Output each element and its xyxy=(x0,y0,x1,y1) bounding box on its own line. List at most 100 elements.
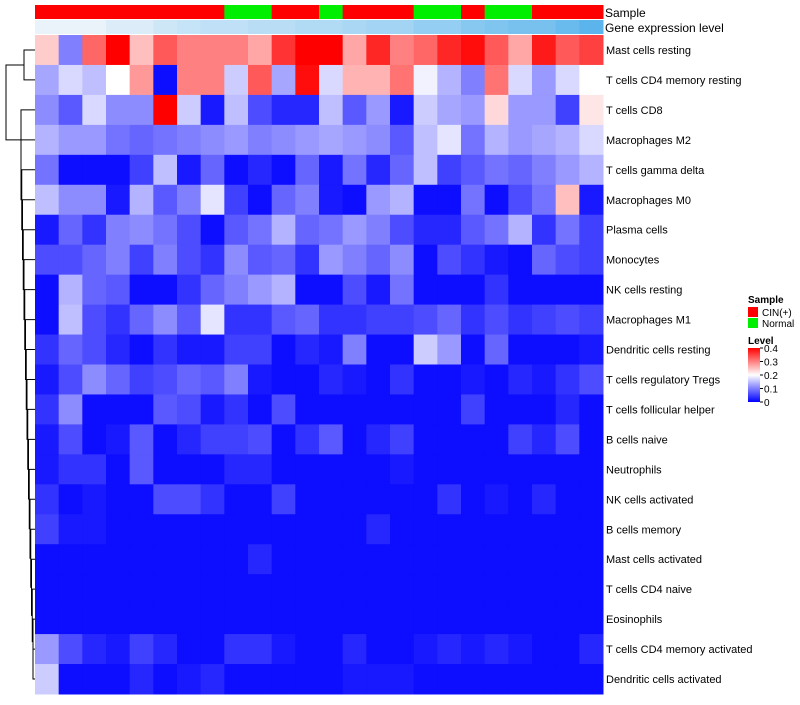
heatmap-cell xyxy=(82,35,107,66)
heatmap-cell xyxy=(366,64,391,96)
heatmap-cell xyxy=(271,184,296,216)
heatmap-cell xyxy=(508,364,533,395)
heatmap-cell xyxy=(35,424,60,455)
heatmap-cell xyxy=(461,514,486,545)
legend-level-tick-label: 0 xyxy=(764,398,770,409)
heatmap-cell xyxy=(35,124,60,156)
heatmap-cell xyxy=(579,634,604,665)
heatmap-cell xyxy=(390,604,415,635)
expression-annotation-cell xyxy=(58,20,83,34)
expression-annotation-cell xyxy=(555,20,580,34)
sample-annotation-cell xyxy=(390,5,415,19)
heatmap-cell xyxy=(319,334,344,365)
heatmap-cell xyxy=(366,35,391,66)
heatmap-cell xyxy=(58,35,83,66)
heatmap-cell xyxy=(413,304,438,336)
heatmap-cell xyxy=(342,664,367,695)
heatmap-cell xyxy=(413,484,438,515)
heatmap-cell xyxy=(248,94,273,126)
expression-annotation-cell xyxy=(390,20,415,34)
heatmap-cell xyxy=(532,514,557,545)
heatmap-cell xyxy=(106,514,131,545)
heatmap-cell xyxy=(82,454,107,485)
heatmap-cell xyxy=(58,574,83,605)
heatmap-cell xyxy=(271,94,296,126)
heatmap-cell xyxy=(129,244,154,276)
legend-level-tick-label: 0.4 xyxy=(764,344,778,355)
heatmap-cell xyxy=(532,94,557,126)
heatmap-cell xyxy=(200,364,225,395)
heatmap-cell xyxy=(58,154,83,186)
heatmap-cell xyxy=(82,124,107,156)
heatmap-cell xyxy=(532,184,557,216)
sample-annotation-cell xyxy=(177,5,202,19)
heatmap-cell xyxy=(461,184,486,216)
sample-annotation-cell xyxy=(461,5,486,19)
legend-level-ticks: 0.4 0.3 0.2 0.1 0 xyxy=(760,344,778,409)
heatmap-cell xyxy=(200,454,225,485)
heatmap-cell xyxy=(248,244,273,276)
sample-annotation-cell xyxy=(106,5,131,19)
heatmap-cell xyxy=(390,664,415,695)
heatmap-cell xyxy=(153,304,178,336)
heatmap-cell xyxy=(248,634,273,665)
expression-annotation-cell xyxy=(413,20,438,34)
heatmap-cell xyxy=(484,214,509,246)
row-label: Macrophages M2 xyxy=(606,135,691,147)
heatmap-cell xyxy=(106,124,131,156)
heatmap-cell xyxy=(532,124,557,156)
expression-annotation-cell xyxy=(129,20,154,34)
heatmap-cell xyxy=(437,424,462,455)
heatmap-cell xyxy=(129,634,154,665)
legend: Sample CIN(+) Normal Level 0.4 0.3 0.2 0.1 0 xyxy=(748,295,794,409)
heatmap-cell xyxy=(248,424,273,455)
dendrogram-branch xyxy=(31,588,35,643)
expression-annotation-cell xyxy=(82,20,107,34)
heatmap-cell xyxy=(555,94,580,126)
heatmap-cell xyxy=(58,274,83,306)
heatmap-cell xyxy=(366,124,391,156)
heatmap-cell xyxy=(342,394,367,425)
heatmap-cell xyxy=(200,634,225,665)
heatmap-cell xyxy=(413,604,438,635)
heatmap-cell xyxy=(532,304,557,336)
heatmap-cell xyxy=(508,274,533,306)
heatmap-cell xyxy=(153,35,178,66)
heatmap-cell xyxy=(366,274,391,306)
heatmap-cell xyxy=(295,514,320,545)
heatmap-cell xyxy=(129,484,154,515)
heatmap-cell xyxy=(200,35,225,66)
heatmap-cell xyxy=(342,154,367,186)
heatmap-cell xyxy=(295,394,320,425)
heatmap-cell xyxy=(532,244,557,276)
heatmap-cell xyxy=(461,35,486,66)
heatmap-cell xyxy=(319,274,344,306)
sample-annotation-cell xyxy=(508,5,533,19)
heatmap-cell xyxy=(319,454,344,485)
heatmap-cell xyxy=(437,394,462,425)
heatmap-cell xyxy=(106,184,131,216)
row-label: T cells regulatory Tregs xyxy=(606,374,721,386)
row-label: B cells memory xyxy=(606,524,682,536)
heatmap-cell xyxy=(579,574,604,605)
heatmap-cell xyxy=(224,184,249,216)
expression-annotation-cell xyxy=(532,20,557,34)
heatmap-cell xyxy=(106,574,131,605)
heatmap-cell xyxy=(248,214,273,246)
heatmap-cell xyxy=(555,634,580,665)
heatmap-cell xyxy=(224,274,249,306)
heatmap-cell xyxy=(413,214,438,246)
heatmap-cell xyxy=(461,124,486,156)
heatmap-cell xyxy=(413,274,438,306)
heatmap-cell xyxy=(342,574,367,605)
sample-annotation-bar xyxy=(35,5,604,19)
heatmap-cell xyxy=(390,394,415,425)
heatmap-cell xyxy=(248,35,273,66)
heatmap-cell xyxy=(248,304,273,336)
heatmap-cell xyxy=(461,454,486,485)
heatmap-cell xyxy=(508,304,533,336)
heatmap-cell xyxy=(413,394,438,425)
heatmap-cell xyxy=(342,94,367,126)
heatmap-cell xyxy=(555,244,580,276)
heatmap-cell xyxy=(342,35,367,66)
